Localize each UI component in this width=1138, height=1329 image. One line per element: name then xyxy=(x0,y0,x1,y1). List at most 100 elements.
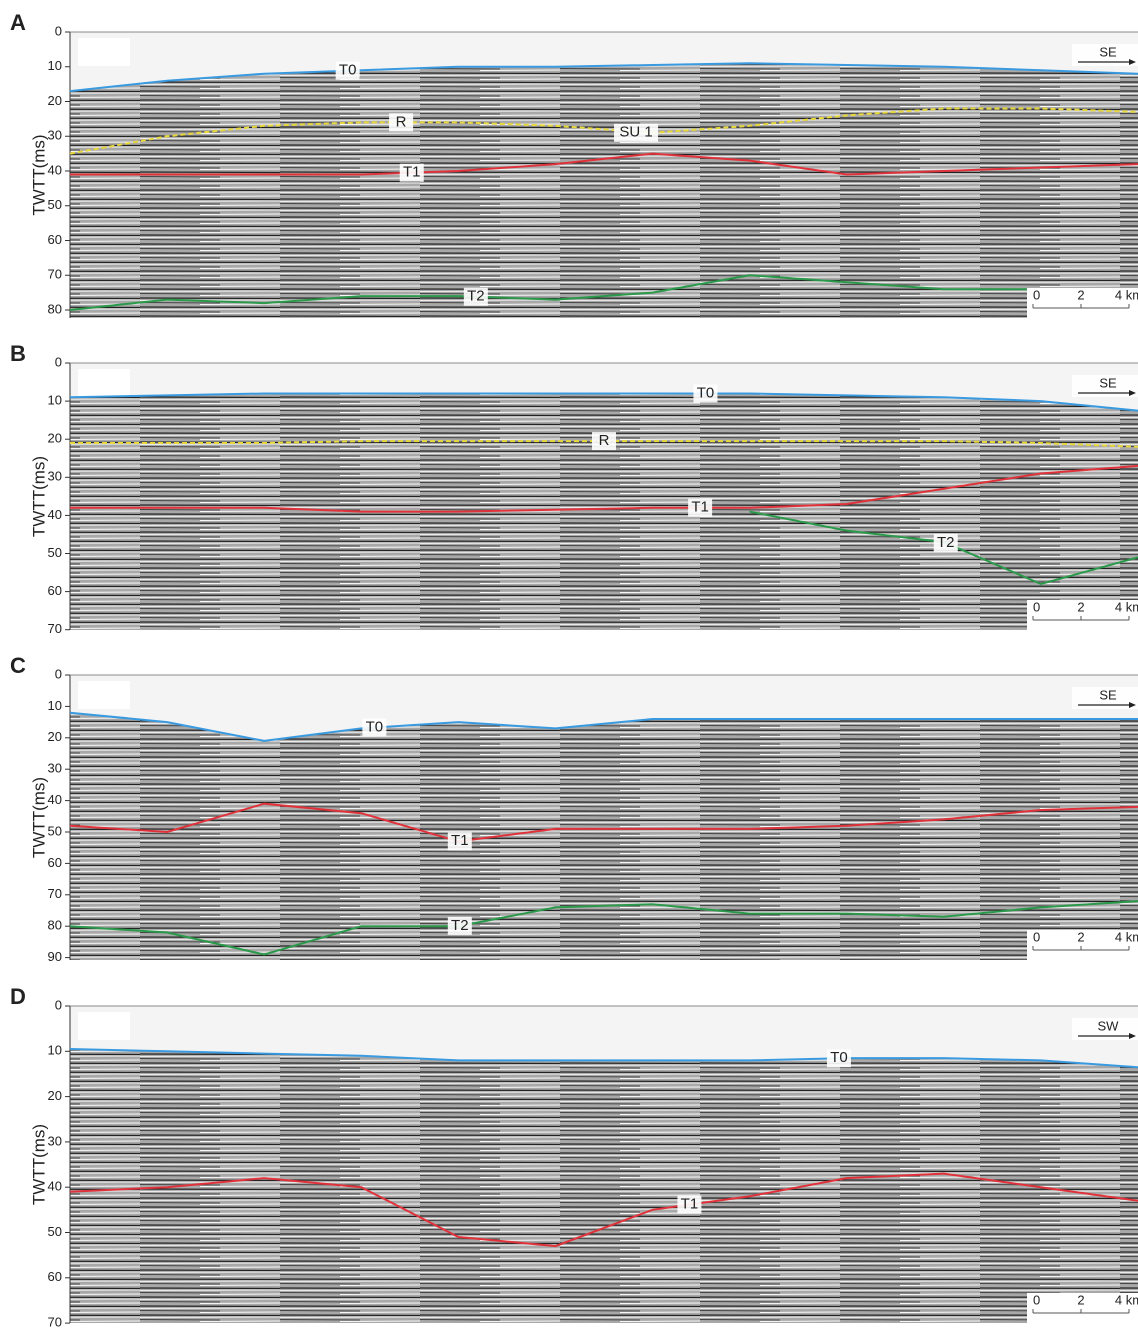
scale-label: 2 xyxy=(1077,287,1084,302)
direction-bg xyxy=(1072,44,1138,66)
y-tick-label: 40 xyxy=(48,792,62,807)
y-axis-label: TWTT(ms) xyxy=(29,456,48,537)
y-tick-label: 60 xyxy=(48,1269,62,1284)
arrow-head xyxy=(1129,702,1136,708)
y-axis-label: TWTT(ms) xyxy=(29,134,48,215)
seismic-section xyxy=(70,712,1138,960)
direction-bg xyxy=(1072,1018,1138,1040)
unit-label: SU 1 xyxy=(619,124,652,141)
horizon-line xyxy=(70,152,1138,176)
direction-label: SE xyxy=(1099,44,1117,59)
horizon-line xyxy=(69,1048,1138,1069)
horizon-label: T0 xyxy=(697,384,715,401)
horizon-label-bg xyxy=(677,1195,702,1214)
horizon-label-bg xyxy=(389,113,414,132)
y-tick-label: 50 xyxy=(48,545,62,560)
horizon-label: T0 xyxy=(830,1049,848,1066)
y-tick-label: 30 xyxy=(48,761,62,776)
horizon-line xyxy=(69,274,1138,311)
y-tick-label: 70 xyxy=(48,267,62,282)
scale-label: 2 xyxy=(1077,1292,1084,1307)
horizon-label: R xyxy=(396,113,407,130)
scale-label: 4 km xyxy=(1115,599,1138,614)
horizon-label-bg xyxy=(335,61,360,80)
horizon-label: T2 xyxy=(451,917,469,934)
y-tick-label: 50 xyxy=(48,197,62,212)
arrow-head xyxy=(1129,59,1136,65)
horizon-line xyxy=(69,900,1138,956)
y-tick-label: 20 xyxy=(48,1088,62,1103)
y-tick-label: 60 xyxy=(48,855,62,870)
scale-label: 4 km xyxy=(1115,929,1138,944)
panel-label: D xyxy=(10,984,26,1009)
scale-label: 2 xyxy=(1077,929,1084,944)
y-tick-label: 10 xyxy=(48,1043,62,1058)
scale-bg xyxy=(1027,930,1138,960)
y-tick-label: 50 xyxy=(48,1224,62,1239)
horizon-label-bg xyxy=(826,1049,851,1068)
horizon-line xyxy=(70,464,1138,513)
horizon-label: T1 xyxy=(403,164,421,181)
y-tick-label: 10 xyxy=(48,58,62,73)
y-tick-label: 70 xyxy=(48,886,62,901)
direction-bg xyxy=(1072,687,1138,709)
horizon-label: T1 xyxy=(681,1196,699,1213)
horizon-label-bg xyxy=(399,163,424,182)
y-tick-label: 60 xyxy=(48,232,62,247)
horizon-label-bg xyxy=(688,498,713,517)
y-tick-label: 10 xyxy=(48,393,62,408)
y-tick-label: 30 xyxy=(48,128,62,143)
y-tick-label: 20 xyxy=(48,729,62,744)
y-tick-label: 90 xyxy=(48,949,62,964)
scale-label: 2 xyxy=(1077,599,1084,614)
y-tick-label: 80 xyxy=(48,918,62,933)
horizon-line xyxy=(69,711,1138,742)
y-tick-label: 30 xyxy=(48,469,62,484)
seismic-section xyxy=(70,1049,1138,1323)
y-tick-label: 0 xyxy=(55,997,62,1012)
y-tick-label: 40 xyxy=(48,507,62,522)
horizon-label: T0 xyxy=(339,62,357,79)
horizon-label: T2 xyxy=(937,534,955,551)
horizon-line xyxy=(69,392,1138,412)
horizon-label: T0 xyxy=(366,719,384,736)
arrow-head xyxy=(1129,390,1136,396)
direction-label: SE xyxy=(1099,375,1117,390)
y-tick-label: 80 xyxy=(48,301,62,316)
direction-bg xyxy=(1072,375,1138,397)
horizon-label-bg xyxy=(447,916,472,935)
horizon-line xyxy=(69,62,1138,93)
y-tick-label: 50 xyxy=(48,823,62,838)
scale-label: 0 xyxy=(1033,599,1040,614)
seismic-section xyxy=(70,63,1138,319)
y-tick-label: 70 xyxy=(48,1315,62,1329)
horizon-label-bg xyxy=(592,432,616,451)
scale-bg xyxy=(1027,1293,1138,1323)
scale-bg xyxy=(1027,600,1138,630)
horizon-line xyxy=(69,1172,1138,1248)
direction-label: SW xyxy=(1098,1018,1120,1033)
y-axis-label: TWTT(ms) xyxy=(29,777,48,858)
y-axis-label: TWTT(ms) xyxy=(29,1124,48,1205)
scale-bg xyxy=(1027,288,1138,318)
panel-label: C xyxy=(10,653,26,678)
blank-box xyxy=(78,369,130,397)
horizon-label: T1 xyxy=(691,499,709,516)
unit-label-bg xyxy=(614,123,659,142)
panel-label: B xyxy=(10,341,26,366)
scale-label: 4 km xyxy=(1115,1292,1138,1307)
scale-label: 0 xyxy=(1033,287,1040,302)
y-tick-label: 0 xyxy=(55,23,62,38)
horizon-label-bg xyxy=(362,718,387,737)
scale-label: 4 km xyxy=(1115,287,1138,302)
blank-box xyxy=(78,681,130,709)
horizon-line xyxy=(69,107,1138,155)
horizon-label: R xyxy=(599,432,610,449)
horizon-label: T1 xyxy=(451,832,469,849)
horizon-line xyxy=(69,802,1138,843)
y-tick-label: 20 xyxy=(48,431,62,446)
seismic-section xyxy=(70,393,1138,630)
blank-box xyxy=(78,1012,130,1040)
horizon-label-bg xyxy=(933,533,958,552)
